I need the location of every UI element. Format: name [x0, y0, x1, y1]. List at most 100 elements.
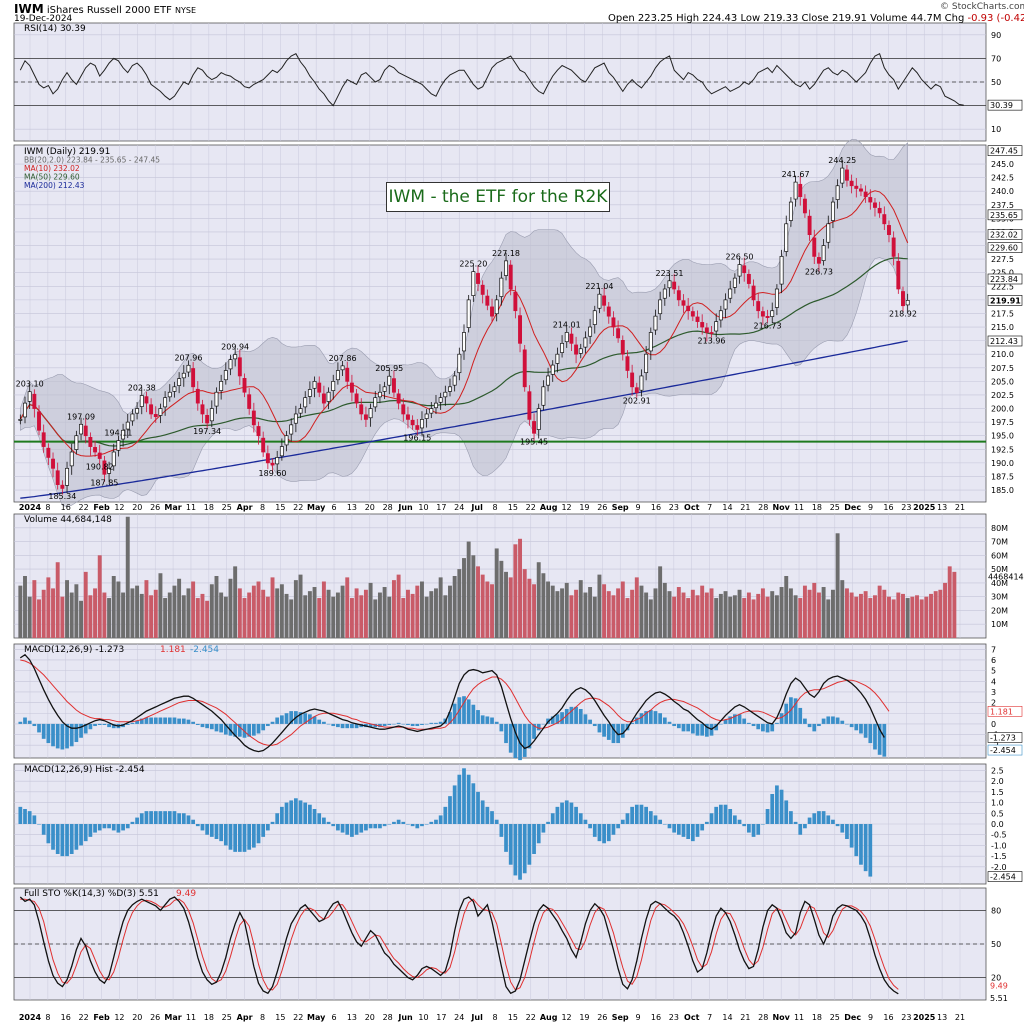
macd-hist-bar — [873, 723, 877, 750]
volume-bar — [69, 592, 74, 638]
macd-hist-bar — [630, 722, 634, 724]
x-tick-label: 26 — [150, 503, 160, 512]
volume-bar — [312, 587, 317, 638]
candle-body — [303, 397, 308, 408]
candle-body — [139, 395, 144, 407]
x-tick-label: 8 — [260, 1013, 265, 1022]
price-value-box — [987, 295, 1023, 306]
price-legend-item: IWM (Daily) 219.91 — [24, 147, 110, 157]
volume-bar — [849, 592, 854, 638]
y-tick-label: 2 — [991, 699, 996, 708]
high-label: High — [676, 13, 700, 24]
volume-bar — [835, 533, 840, 638]
candle-body — [849, 180, 854, 187]
macd-hist2-bar — [835, 824, 840, 827]
macd-hist-bar — [322, 721, 326, 724]
candle-body — [270, 462, 275, 466]
x-tick-label: 28 — [383, 1013, 393, 1022]
candle-body — [326, 391, 331, 402]
candle-body — [476, 273, 480, 284]
candle-body — [65, 467, 69, 486]
candle-body — [205, 414, 210, 424]
macd-hist-bar — [779, 713, 784, 724]
macd-hist2-bar — [588, 824, 592, 829]
candle-body — [490, 306, 494, 317]
macd-line — [19, 653, 885, 753]
volume-bar — [74, 584, 79, 638]
macd-hist-bar — [149, 717, 153, 724]
macd-hist2-bar — [868, 824, 873, 877]
ma200-line — [20, 340, 908, 499]
candle-body — [406, 414, 410, 420]
macd-hist-bar — [690, 723, 695, 734]
volume-bar — [275, 588, 280, 638]
volume-bar — [924, 596, 929, 638]
x-tick-label: 20 — [132, 1013, 142, 1022]
macd-legend-signal: 1.181 — [160, 645, 186, 655]
volume-bar — [550, 585, 555, 638]
volume-bar — [130, 588, 135, 638]
macd-hist-bar — [284, 713, 289, 724]
volume-bar — [420, 581, 424, 638]
macd-hist2-bar — [382, 824, 387, 827]
candle-body — [718, 310, 723, 321]
y-tick-label: 240.0 — [991, 187, 1014, 196]
x-tick-label: 15 — [508, 503, 518, 512]
candle-body — [181, 372, 186, 379]
x-tick-label: 10 — [418, 1013, 428, 1022]
macd-hist2-bar — [322, 817, 326, 824]
macd-hist-bar — [270, 721, 275, 724]
candle-body — [88, 436, 93, 447]
macd-hist2-bar — [163, 811, 167, 824]
candle-body — [125, 421, 130, 430]
volume-bar — [620, 581, 625, 638]
macd-hist2-bar — [457, 774, 462, 824]
volume-bar — [429, 591, 434, 638]
volume-bar — [457, 569, 462, 638]
volume-bar — [382, 587, 387, 638]
volume-bar — [774, 595, 779, 638]
x-tick-label: Jun — [397, 503, 413, 512]
macd-hist-bar — [125, 723, 130, 725]
sto-legend-d: 9.49 — [176, 889, 196, 899]
macd-hist2-bar — [279, 806, 284, 824]
candle-body — [443, 391, 448, 398]
y-tick-label: 2.5 — [991, 766, 1004, 775]
volume-bar — [349, 598, 354, 638]
macd-hist2-bar — [424, 824, 429, 825]
macd-hist2-bar — [634, 804, 639, 824]
macd-hist2-bar — [765, 809, 770, 824]
x-tick-label: 8 — [45, 503, 50, 512]
macd-hist2-bar — [831, 819, 835, 824]
macd-hist-bar — [27, 720, 32, 724]
macd-hist-bar — [251, 723, 256, 736]
volume-bar — [844, 588, 849, 638]
macd-hist-bar — [32, 723, 37, 727]
candle-body — [541, 386, 546, 406]
macd-hist2-bar — [518, 824, 522, 880]
macd-hist2-bar — [354, 824, 359, 835]
candle-body — [438, 397, 443, 403]
macd-hist2-bar — [265, 824, 270, 831]
macd-hist2-bar — [368, 824, 373, 829]
volume-bar — [471, 555, 476, 638]
volume-bar — [65, 580, 69, 638]
candle-body — [27, 391, 32, 402]
candle-body — [550, 364, 555, 375]
x-tick-label: 16 — [883, 1013, 893, 1022]
macd-hist2-bar — [606, 824, 611, 842]
volume-bar — [242, 598, 247, 638]
macd-hist2-bar — [471, 783, 476, 824]
chart-labels: 1030507090185.0187.5190.0192.5195.0197.5… — [16, 24, 1024, 1022]
volume-bar — [644, 592, 649, 638]
volume-bar — [153, 589, 158, 638]
macd-hist-bar — [676, 723, 681, 729]
macd-hist2-bar — [578, 813, 583, 824]
price-value-label: 223.84 — [990, 275, 1018, 284]
candle-body — [401, 404, 406, 415]
macd-hist-bar — [471, 704, 476, 724]
volume-bar — [527, 578, 532, 638]
volume-bar — [452, 576, 457, 638]
candle-body — [826, 223, 831, 243]
candle-body — [177, 378, 182, 386]
